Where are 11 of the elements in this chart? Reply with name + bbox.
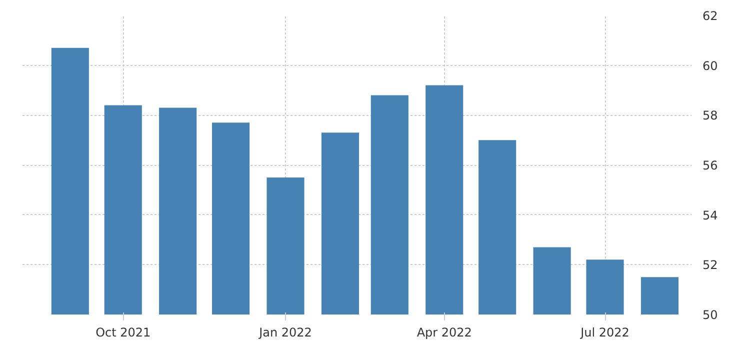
y-tick-label: 54 xyxy=(702,208,718,222)
y-tick-label: 56 xyxy=(702,158,718,172)
x-tick-label: Oct 2021 xyxy=(96,326,151,340)
y-tick-label: 52 xyxy=(702,258,718,272)
y-tick-label: 60 xyxy=(702,58,718,73)
y-tick-label: 58 xyxy=(702,108,718,123)
y-tick-label: 50 xyxy=(702,308,718,322)
x-tick-label: Jan 2022 xyxy=(258,326,312,340)
x-tick-label: Jul 2022 xyxy=(580,326,630,340)
y-tick-label: 62 xyxy=(702,9,718,23)
x-tick-label: Apr 2022 xyxy=(416,326,472,340)
